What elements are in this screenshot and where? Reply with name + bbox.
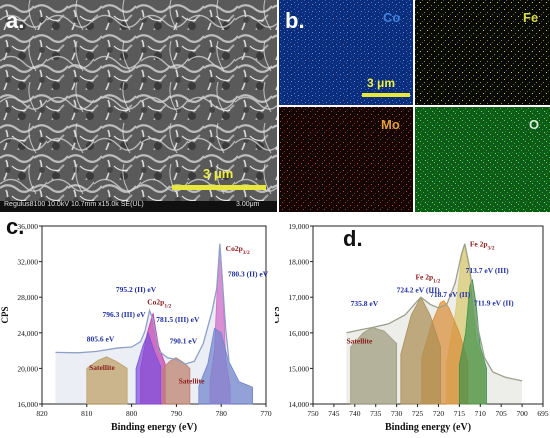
fit-peak	[162, 357, 191, 405]
x-tick-label: 710	[475, 409, 487, 418]
peak-annotation: 711.9 eV (II)	[474, 299, 514, 308]
y-tick-label: 14,000	[288, 400, 309, 409]
y-tick-label: 16,000	[17, 400, 38, 409]
x-tick-label: 745	[328, 409, 340, 418]
peak-annotation: Satellite	[346, 336, 372, 345]
panel-d-label: d.	[343, 226, 363, 251]
eds-map-fe	[415, 0, 550, 105]
sem-micrograph	[0, 0, 277, 212]
eds-map-co	[279, 0, 413, 105]
fit-peak	[86, 356, 128, 405]
envelope-area	[346, 243, 523, 404]
sem-info-scale: 3.00μm	[236, 201, 260, 208]
peak-annotation: Fe 2p3/2	[470, 239, 495, 251]
fit-peak	[350, 327, 398, 405]
y-tick-label: 16,000	[288, 329, 309, 338]
x-axis-label: Binding energy (eV)	[385, 422, 471, 433]
x-tick-label: 800	[126, 409, 138, 418]
eds-maps	[279, 0, 550, 212]
x-tick-label: 740	[349, 409, 361, 418]
peak-annotation: 718.7 eV (II)	[430, 290, 471, 299]
peak-annotation: 790.1 eV	[170, 336, 198, 345]
x-tick-label: 735	[370, 409, 382, 418]
x-tick-label: 715	[454, 409, 466, 418]
fit-peak	[400, 296, 441, 405]
sem-scale-label: 3 μm	[203, 166, 234, 181]
eds-maps-panel: b. Co Fe Mo O 3 μm	[279, 0, 550, 212]
x-tick-label: 810	[81, 409, 93, 418]
x-tick-label: 770	[260, 409, 272, 418]
y-tick-label: 18,000	[288, 258, 309, 267]
y-axis-label: CPS	[0, 306, 10, 323]
x-tick-label: 700	[516, 409, 528, 418]
xps-co-chart: 820 810 800 790 780 770 16,000 20,000 24,000 28,0…	[0, 222, 272, 433]
x-tick-label: 705	[496, 409, 508, 418]
peak-annotation: 795.2 (II) eV	[116, 285, 157, 294]
peak-annotation: 735.8 eV	[351, 299, 379, 308]
peak-annotation: Co2p3/2	[226, 244, 250, 256]
peak-annotation: Satellite	[179, 377, 205, 386]
peak-annotation: Satellite	[89, 363, 115, 372]
y-tick-label: 20,000	[17, 364, 38, 373]
envelope-area	[55, 243, 253, 404]
y-tick-label: 17,000	[288, 293, 309, 302]
y-axis-label: CPS	[275, 306, 281, 323]
sem-info-text: Regulus8100 10.0kV 10.7mm x15.0k SE(UL)	[4, 201, 144, 208]
envelope-line	[55, 243, 253, 388]
x-axis-label: Binding energy (eV)	[111, 422, 197, 433]
x-tick-label: 820	[36, 409, 48, 418]
eds-map-mo	[279, 107, 413, 212]
eds-label-fe: Fe	[523, 10, 539, 25]
sem-image-panel: a. 3 μm Regulus8100 10.0kV 10.7mm x15.0k…	[0, 0, 277, 212]
envelope-line	[346, 243, 523, 382]
peak-annotation: Co2p1/2	[147, 297, 171, 309]
x-tick-label: 695	[537, 409, 549, 418]
x-tick-label: 750	[307, 409, 319, 418]
y-tick-label: 19,000	[288, 222, 309, 231]
y-tick-label: 24,000	[17, 329, 38, 338]
eds-scale-label: 3 μm	[367, 76, 396, 90]
x-tick-label: 725	[412, 409, 424, 418]
peak-annotation: Fe 2p1/2	[415, 272, 440, 284]
x-tick-label: 730	[391, 409, 403, 418]
x-tick-label: 720	[433, 409, 445, 418]
eds-label-o: O	[529, 117, 540, 132]
fit-peak	[135, 331, 162, 405]
eds-scale-bar	[362, 93, 410, 97]
peak-annotation: 805.6 eV	[87, 335, 115, 344]
y-tick-label: 15,000	[288, 364, 309, 373]
panel-b-label: b.	[285, 8, 305, 33]
y-tick-label: 28,000	[17, 293, 38, 302]
y-tick-label: 36,000	[17, 222, 38, 231]
eds-label-mo: Mo	[381, 117, 400, 132]
peak-annotation: 713.7 eV (III)	[466, 266, 509, 275]
peak-annotation: 780.3 (II) eV	[228, 270, 269, 279]
x-tick-label: 790	[171, 409, 183, 418]
sem-scale-bar	[172, 185, 266, 190]
eds-label-co: Co	[383, 10, 401, 25]
panel-c-label: c.	[6, 214, 25, 239]
x-tick-label: 780	[216, 409, 228, 418]
peak-annotation: 781.5 (III) eV	[156, 315, 200, 324]
y-tick-label: 32,000	[17, 258, 38, 267]
peak-annotation: 796.3 (III) eV	[102, 310, 146, 319]
eds-map-o	[415, 107, 550, 212]
peak-annotation: 724.2 eV (III)	[397, 286, 440, 295]
xps-fe-chart: 750 745 740 735 730 725 720 715 710 705 700 695 14,0…	[275, 222, 549, 433]
fit-peak	[458, 279, 487, 405]
panel-a-label: a.	[6, 8, 25, 33]
